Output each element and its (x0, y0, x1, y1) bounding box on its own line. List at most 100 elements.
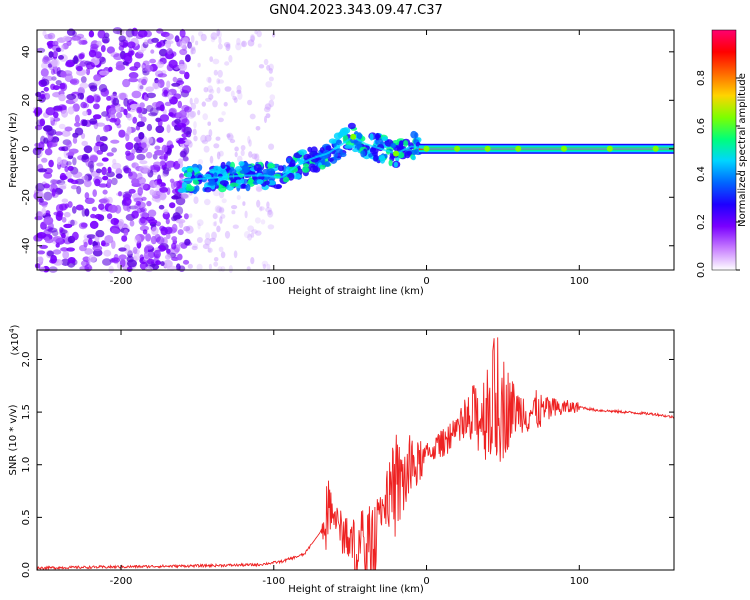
spectrogram-noise-blob (217, 79, 224, 84)
spectrogram-noise-blob (115, 167, 123, 176)
spectrogram-noise-blob (111, 240, 116, 250)
spectrogram-ridge-peak (561, 145, 567, 152)
spectrogram-noise-blob (251, 153, 258, 160)
spectrogram-noise-blob (84, 60, 92, 66)
spectrogram-noise-blob (204, 198, 211, 206)
spectrogram-noise-blob (219, 191, 225, 199)
spectrogram-noise-blob (87, 160, 95, 169)
spectrogram-noise-blob (265, 81, 273, 88)
snr-y-multiplier-exp: 4 (8, 328, 16, 333)
spectrogram-noise-blob (193, 97, 199, 105)
spectrogram-noise-blob (156, 236, 165, 245)
spectrogram-ridge-blob (248, 176, 253, 185)
spectrogram-ridge-blob (374, 134, 381, 139)
spectrogram-noise-blob (219, 207, 225, 213)
spectrogram-noise-blob (217, 43, 223, 50)
spectrogram-noise-blob (139, 225, 149, 232)
spectrogram-noise-blob (146, 105, 154, 112)
spectrogram-noise-blob (184, 238, 191, 246)
spectrogram-noise-blob (128, 72, 139, 79)
spectrogram-noise-blob (146, 200, 152, 207)
spectrogram-ridge-blob (411, 149, 418, 155)
spectrogram-noise-blob (148, 112, 158, 117)
spectrogram-noise-blob (114, 117, 121, 126)
spectrogram-noise-blob (167, 91, 173, 100)
spectrogram-noise-blob (247, 225, 255, 232)
spectrogram-noise-blob (146, 92, 156, 99)
spectrogram-noise-blob (138, 113, 143, 119)
spectrogram-noise-blob (165, 160, 176, 168)
spectrogram-ridge-blob (187, 167, 193, 174)
spectrogram-noise-blob (64, 166, 69, 173)
colorbar-tick-label: 0.8 (696, 70, 707, 86)
spectrogram-ridge-blob (298, 149, 307, 156)
spectrogram-noise-blob (254, 217, 261, 224)
spectrogram-ridge-blob (393, 161, 398, 168)
spectrogram-noise (32, 27, 276, 274)
spectrogram-noise-blob (204, 238, 211, 246)
spectrogram-noise-blob (35, 182, 45, 192)
spectrogram-noise-blob (47, 227, 58, 233)
spectrogram-ridge-blob (239, 169, 248, 174)
spectrogram-noise-blob (88, 238, 93, 246)
spectrogram-ridge-blob (181, 181, 187, 190)
spectrogram-noise-blob (213, 69, 218, 76)
spectrogram-noise-blob (78, 39, 83, 45)
spectrogram-noise-blob (112, 27, 123, 35)
spectrogram-noise-blob (44, 34, 53, 40)
spectrogram-noise-blob (231, 205, 238, 210)
spectrogram-noise-blob (235, 42, 242, 51)
spectrogram-noise-blob (89, 118, 98, 125)
spectrogram-noise-blob (207, 77, 212, 84)
spectrogram-noise-blob (58, 123, 66, 130)
spectrogram-noise-blob (189, 213, 193, 218)
spectrogram-noise-blob (232, 95, 237, 101)
spectrogram-noise-blob (64, 145, 71, 151)
spectrogram-noise-blob (93, 74, 102, 82)
spectrogram-noise-blob (234, 151, 238, 158)
spectrogram-noise-blob (149, 58, 157, 64)
spectrogram-noise-blob (126, 103, 132, 111)
spectrogram-ridge-blob (229, 168, 237, 175)
spectrogram-noise-blob (47, 63, 53, 68)
spectrogram-y-tick-label: -20 (21, 189, 32, 205)
spectrogram-noise-blob (179, 28, 186, 38)
spectrogram-noise-blob (89, 43, 99, 50)
spectrogram-ridge-blob (238, 161, 245, 167)
spectrogram-noise-blob (86, 234, 96, 240)
spectrogram-noise-blob (162, 237, 168, 246)
spectrogram-ridge-blob (240, 183, 247, 189)
spectrogram-noise-blob (136, 121, 145, 128)
spectrogram-noise-blob (61, 198, 69, 203)
spectrogram-noise-blob (266, 201, 270, 209)
spectrogram-noise-blob (165, 40, 172, 49)
spectrogram-noise-blob (81, 140, 88, 147)
spectrogram-noise-blob (225, 43, 231, 52)
spectrogram-noise-blob (74, 122, 81, 127)
spectrogram-ridge-peak (454, 145, 461, 152)
spectrogram-noise-blob (83, 179, 92, 188)
spectrogram-noise-blob (37, 168, 48, 173)
spectrogram-noise-blob (171, 236, 178, 242)
spectrogram-noise-blob (198, 31, 204, 37)
spectrogram-noise-blob (202, 113, 208, 121)
spectrogram-noise-blob (149, 189, 155, 196)
spectrogram-noise-blob (128, 77, 139, 83)
spectrogram-noise-blob (164, 254, 171, 260)
spectrogram-noise-blob (178, 265, 186, 273)
spectrogram-noise-blob (80, 260, 90, 267)
spectrogram-noise-blob (217, 69, 223, 78)
spectrogram-ridge-blob (194, 185, 200, 192)
spectrogram-noise-blob (197, 109, 201, 116)
spectrogram-noise-blob (44, 226, 54, 231)
spectrogram-ridge-blob (307, 146, 313, 152)
spectrogram-noise-blob (268, 68, 273, 74)
spectrogram-noise-blob (137, 82, 144, 92)
spectrogram-noise-blob (106, 152, 114, 157)
spectrogram-ridge-blob (347, 122, 356, 130)
spectrogram-noise-blob (112, 97, 120, 106)
spectrogram-noise-blob (168, 112, 174, 117)
spectrogram-noise-blob (70, 185, 78, 190)
spectrogram-noise-blob (248, 139, 252, 147)
